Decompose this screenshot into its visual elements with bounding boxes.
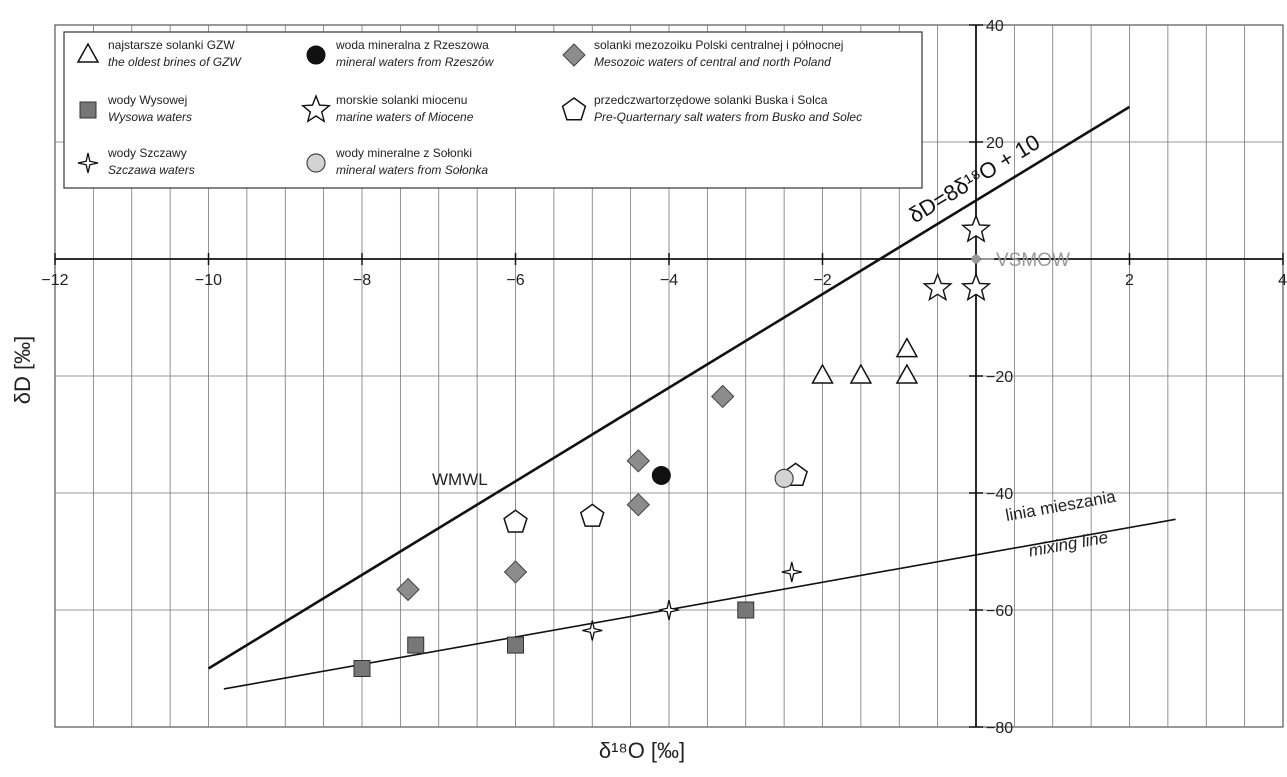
mixing-line-label-en: mixing line — [1027, 528, 1109, 561]
legend-marker-star5 — [300, 94, 332, 123]
data-point-square — [407, 636, 425, 654]
data-point-diamond — [626, 449, 651, 473]
data-point-star4 — [658, 599, 680, 621]
y-tick-label: −60 — [986, 603, 1013, 620]
legend-label-en: mineral waters from Rzeszów — [336, 55, 495, 69]
axes — [54, 24, 1284, 728]
vsmow-label: VSMOW — [996, 250, 1070, 271]
y-tick-label: −40 — [986, 486, 1013, 503]
x-tick-label: −10 — [195, 272, 222, 289]
data-point-circle-grey — [774, 468, 794, 488]
x-tick-label: 2 — [1125, 272, 1134, 289]
x-tick-label: −8 — [353, 272, 371, 289]
data-point-circle-black — [651, 465, 671, 485]
wmwl-label: WMWL — [432, 470, 488, 489]
legend-marker-circle-grey — [306, 153, 326, 173]
y-tick-label: −80 — [986, 720, 1013, 737]
data-point-square — [507, 636, 524, 654]
legend-label-en: Mesozoic waters of central and north Pol… — [594, 55, 831, 69]
data-point-triangle — [895, 337, 919, 358]
vsmow-point — [971, 254, 981, 264]
legend-label-en: mineral waters from Sołonka — [336, 163, 488, 177]
data-point-square — [737, 601, 755, 619]
legend-label-en: Szczawa waters — [108, 163, 195, 177]
data-point-triangle — [895, 363, 919, 384]
y-tick-label: 40 — [986, 18, 1004, 35]
legend-label-en: the oldest brines of GZW — [108, 55, 242, 69]
legend: najstarsze solanki GZW the oldest brines … — [63, 31, 923, 189]
axis-labels: δ¹⁸O [‰] δD [‰] — [10, 336, 685, 763]
legend-label-pl: woda mineralna z Rzeszowa — [335, 38, 489, 52]
data-point-diamond — [626, 492, 651, 517]
legend-label-en: Pre-Quarternary salt waters from Busko a… — [594, 110, 862, 124]
data-point-diamond — [503, 560, 528, 584]
legend-label-en: marine waters of Miocene — [336, 110, 474, 124]
tick-labels: −12 −10 −8 −6 −4 −2 2 4 40 20 −20 −40 −60 −80 — [41, 18, 1287, 737]
x-tick-label: −2 — [813, 272, 831, 289]
data-point-star5 — [960, 213, 992, 243]
data-point-triangle — [811, 363, 834, 384]
mixing-line-label-pl: linia mieszania — [1004, 487, 1118, 525]
mixing-line — [223, 518, 1176, 690]
data-point-pentagon — [579, 503, 605, 527]
x-axis-label: δ¹⁸O [‰] — [599, 738, 685, 763]
x-tick-label: 4 — [1278, 272, 1287, 289]
y-axis-label: δD [‰] — [10, 336, 35, 404]
x-tick-label: −6 — [506, 272, 524, 289]
data-point-star4 — [781, 561, 802, 583]
legend-label-pl: solanki mezozoiku Polski centralnej i pó… — [594, 38, 843, 52]
legend-label-pl: wody Szczawy — [107, 146, 187, 160]
data-point-diamond — [396, 577, 420, 602]
x-tick-label: −4 — [660, 272, 678, 289]
data-point-triangle — [849, 363, 873, 384]
legend-label-en: Wysowa waters — [108, 110, 192, 124]
data-point-square — [353, 660, 371, 677]
data-point-pentagon — [503, 509, 528, 533]
legend-label-pl: najstarsze solanki GZW — [108, 38, 235, 52]
legend-box — [63, 31, 923, 189]
wmwl-equation-label: δD=8δ¹⁸O + 10 — [904, 129, 1044, 228]
legend-marker-pentagon — [561, 97, 587, 121]
data-point-diamond — [711, 384, 735, 409]
data-point-star4 — [582, 620, 603, 641]
legend-marker-diamond — [562, 43, 586, 67]
vsmow-reference: VSMOW — [971, 250, 1070, 271]
x-tick-label: −12 — [41, 272, 68, 289]
data-point-star5 — [922, 272, 953, 302]
y-tick-label: −20 — [986, 369, 1013, 386]
legend-marker-star4 — [77, 152, 99, 174]
legend-label-pl: wody Wysowej — [107, 93, 187, 107]
legend-marker-circle-black — [306, 45, 326, 65]
wmwl-line — [207, 105, 1131, 670]
legend-label-pl: wody mineralne z Sołonki — [335, 146, 472, 160]
legend-label-pl: morskie solanki miocenu — [336, 93, 467, 107]
data-point-star5 — [960, 272, 992, 302]
legend-label-pl: przedczwartorzędowe solanki Buska i Solc… — [594, 93, 828, 107]
y-tick-label: 20 — [986, 135, 1004, 152]
legend-marker-square — [79, 101, 97, 119]
legend-marker-triangle — [76, 42, 100, 63]
data-points — [353, 213, 992, 677]
